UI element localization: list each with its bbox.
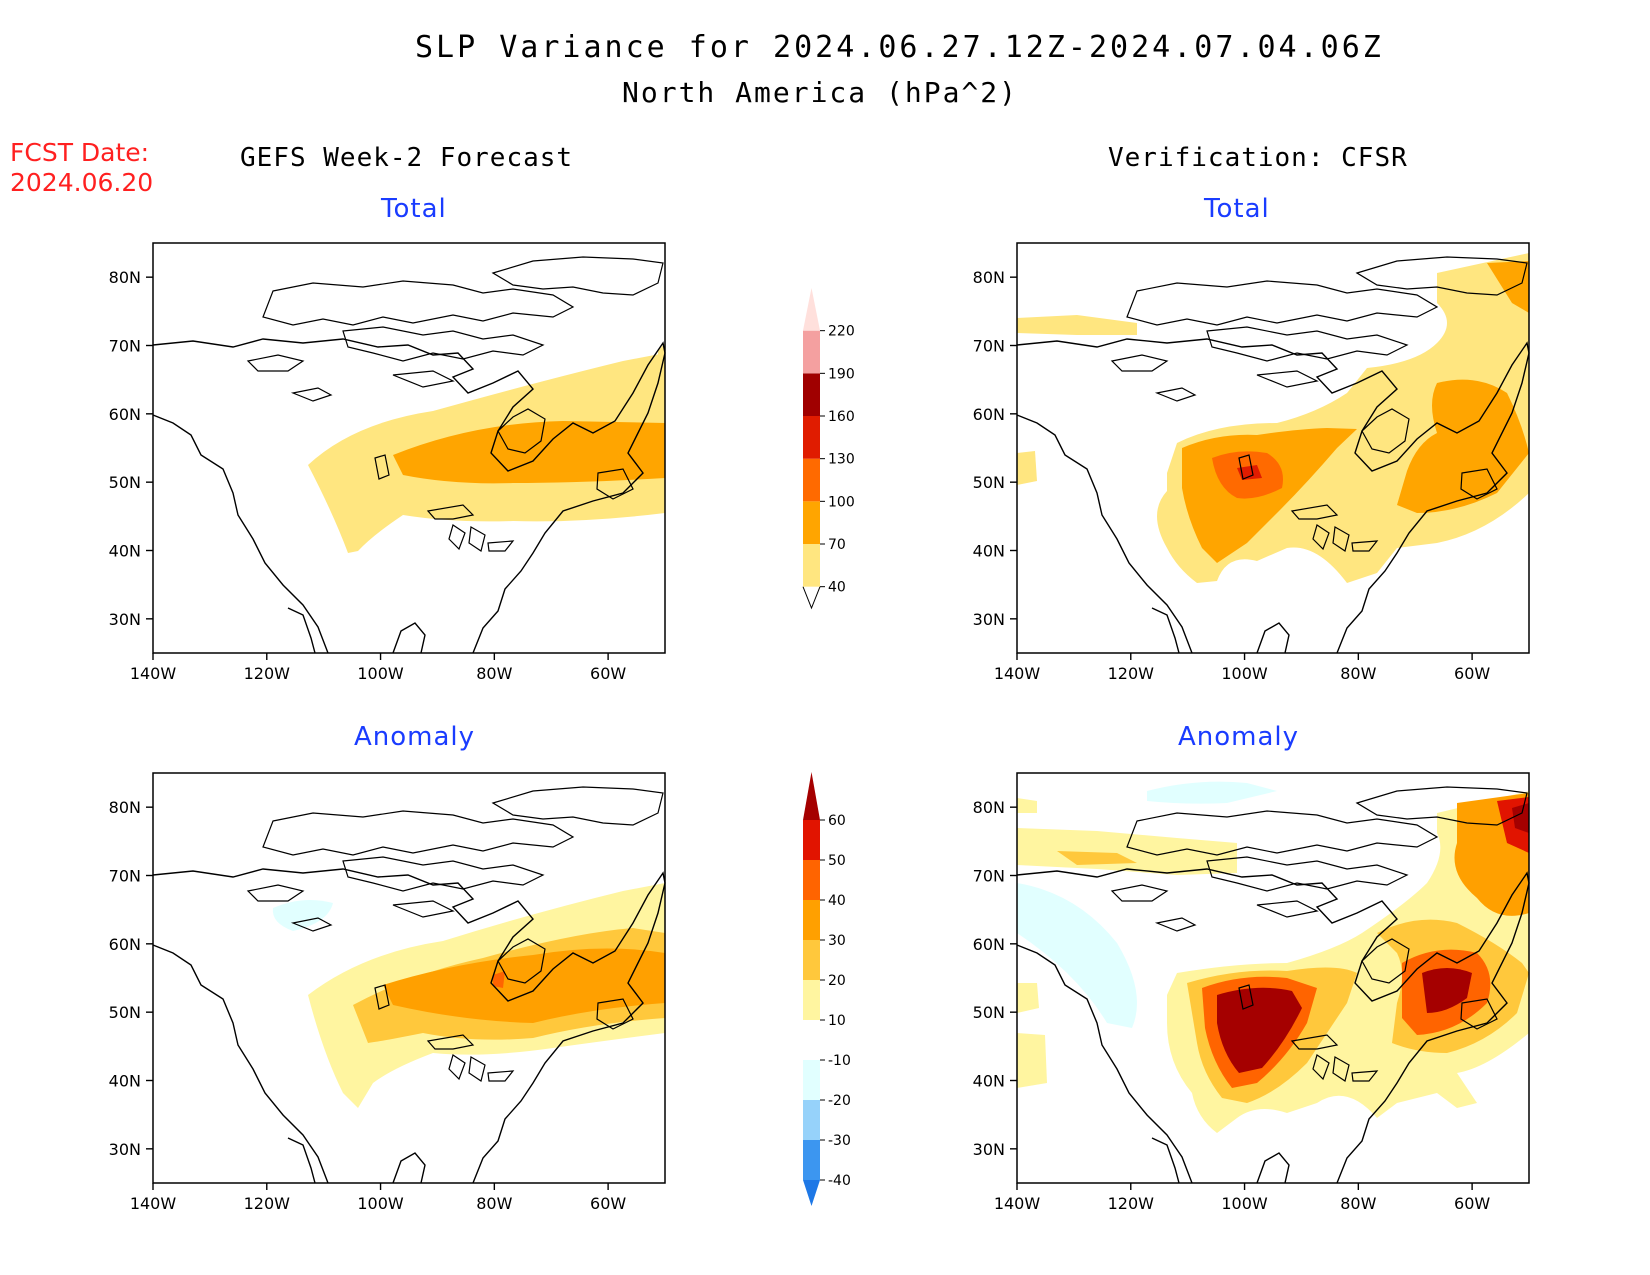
lon-tick-label: 100W bbox=[357, 1194, 404, 1213]
panel-title-forecast-total: Total bbox=[381, 194, 447, 224]
lat-tick-label: 60N bbox=[973, 405, 1005, 424]
lat-tick-label: 50N bbox=[109, 473, 141, 492]
lat-tick-label: 60N bbox=[109, 935, 141, 954]
lon-tick-label: 100W bbox=[1221, 1194, 1268, 1213]
axes-group: 80N 70N 60N 50N 40N 30N 140W 120W 100W 80W 60W 80N 7… bbox=[109, 268, 1491, 1213]
lat-tick-label: 60N bbox=[973, 935, 1005, 954]
colorbar-swatch bbox=[803, 1180, 820, 1206]
colorbar-swatch bbox=[803, 416, 820, 459]
panel-title-verification-anomaly: Anomaly bbox=[1178, 722, 1300, 752]
lon-tick-label: 60W bbox=[590, 1194, 626, 1213]
colorbar-anomaly: -40 -30 -20 -10 10 20 30 40 50 60 bbox=[803, 772, 851, 1206]
colorbar-swatch bbox=[803, 820, 820, 860]
lon-tick-label: 80W bbox=[476, 1194, 512, 1213]
lat-tick-label: 30N bbox=[973, 1140, 1005, 1159]
colorbar-total: 40 70 100 130 160 190 220 bbox=[802, 288, 855, 610]
colorbar-swatch bbox=[803, 900, 820, 940]
colorbar-swatch bbox=[803, 544, 820, 587]
lat-tick-label: 40N bbox=[109, 1072, 141, 1091]
fcst-date-label: FCST Date: bbox=[10, 138, 150, 167]
colorbar-label: -40 bbox=[828, 1173, 851, 1189]
colorbar-label: -30 bbox=[828, 1133, 851, 1149]
lat-tick-label: 70N bbox=[973, 867, 1005, 886]
lon-tick-label: 140W bbox=[994, 1194, 1041, 1213]
colorbar-label: 130 bbox=[828, 452, 855, 468]
lon-tick-label: 60W bbox=[1454, 1194, 1490, 1213]
main-subtitle: North America (hPa^2) bbox=[622, 76, 1019, 109]
colorbar-swatch bbox=[803, 980, 820, 1020]
lon-tick-label: 120W bbox=[1108, 1194, 1155, 1213]
colorbar-swatch bbox=[803, 1020, 820, 1060]
lat-tick-label: 40N bbox=[109, 542, 141, 561]
colorbar-label: 40 bbox=[828, 580, 846, 596]
colorbar-label: 30 bbox=[828, 933, 846, 949]
colorbar-swatch bbox=[803, 458, 820, 502]
colorbar-swatch bbox=[803, 1060, 820, 1100]
colorbar-label: 40 bbox=[828, 893, 846, 909]
colorbar-swatch bbox=[803, 501, 820, 544]
map-verification-total bbox=[1016, 242, 1530, 654]
lon-tick-label: 140W bbox=[130, 1194, 177, 1213]
right-column-title: Verification: CFSR bbox=[1108, 143, 1408, 173]
colorbar-swatch bbox=[803, 940, 820, 980]
lat-tick-label: 30N bbox=[109, 610, 141, 629]
colorbar-label: 100 bbox=[828, 494, 855, 510]
left-column-title: GEFS Week-2 Forecast bbox=[240, 143, 574, 173]
lon-tick-label: 140W bbox=[994, 664, 1041, 683]
lat-tick-label: 40N bbox=[973, 1072, 1005, 1091]
colorbar-label: 190 bbox=[828, 366, 855, 382]
colorbar-label: 20 bbox=[828, 973, 846, 989]
lat-tick-label: 80N bbox=[109, 798, 141, 817]
lon-tick-label: 80W bbox=[1340, 1194, 1376, 1213]
panel-title-forecast-anomaly: Anomaly bbox=[354, 722, 476, 752]
lon-tick-label: 80W bbox=[1340, 664, 1376, 683]
colorbar-label: 160 bbox=[828, 409, 855, 425]
colorbar-swatch bbox=[803, 288, 820, 331]
main-title: SLP Variance for 2024.06.27.12Z-2024.07.… bbox=[415, 30, 1384, 65]
lon-tick-label: 60W bbox=[590, 664, 626, 683]
colorbar-label: 220 bbox=[828, 324, 855, 340]
colorbar-label: 70 bbox=[828, 537, 846, 553]
fcst-date-block: FCST Date: 2024.06.20 bbox=[10, 138, 153, 198]
colorbar-swatch bbox=[803, 330, 820, 374]
colorbar-label: 60 bbox=[828, 813, 846, 829]
lat-tick-label: 80N bbox=[109, 268, 141, 287]
colorbar-swatch bbox=[803, 772, 820, 820]
lon-tick-label: 100W bbox=[357, 664, 404, 683]
lon-tick-label: 120W bbox=[244, 1194, 291, 1213]
map-verification-anomaly bbox=[1016, 772, 1530, 1184]
lon-tick-label: 140W bbox=[130, 664, 177, 683]
lat-tick-label: 60N bbox=[109, 405, 141, 424]
lat-tick-label: 80N bbox=[973, 268, 1005, 287]
lat-tick-label: 70N bbox=[109, 337, 141, 356]
lon-tick-label: 120W bbox=[244, 664, 291, 683]
lat-tick-label: 40N bbox=[973, 542, 1005, 561]
lon-tick-label: 120W bbox=[1108, 664, 1155, 683]
lat-tick-label: 30N bbox=[109, 1140, 141, 1159]
lat-tick-label: 80N bbox=[973, 798, 1005, 817]
panel-title-verification-total: Total bbox=[1204, 194, 1270, 224]
lat-tick-label: 50N bbox=[973, 1003, 1005, 1022]
colorbar-swatch bbox=[803, 373, 820, 416]
lat-tick-label: 70N bbox=[109, 867, 141, 886]
lon-tick-label: 80W bbox=[476, 664, 512, 683]
lat-tick-label: 50N bbox=[109, 1003, 141, 1022]
fcst-date-value: 2024.06.20 bbox=[10, 168, 154, 197]
colorbar-bottom-arrow bbox=[802, 586, 821, 610]
lon-tick-label: 100W bbox=[1221, 664, 1268, 683]
map-forecast-anomaly bbox=[152, 772, 666, 1184]
colorbar-swatch bbox=[803, 860, 820, 900]
lat-tick-label: 70N bbox=[973, 337, 1005, 356]
lat-tick-label: 50N bbox=[973, 473, 1005, 492]
colorbar-label: 50 bbox=[828, 853, 846, 869]
colorbar-swatch bbox=[803, 1140, 820, 1180]
map-forecast-total bbox=[152, 242, 666, 654]
colorbar-swatch bbox=[803, 1100, 820, 1140]
lat-tick-label: 30N bbox=[973, 610, 1005, 629]
lon-tick-label: 60W bbox=[1454, 664, 1490, 683]
colorbar-label: -20 bbox=[828, 1093, 851, 1109]
colorbar-label: 10 bbox=[828, 1013, 846, 1029]
colorbar-label: -10 bbox=[828, 1053, 851, 1069]
